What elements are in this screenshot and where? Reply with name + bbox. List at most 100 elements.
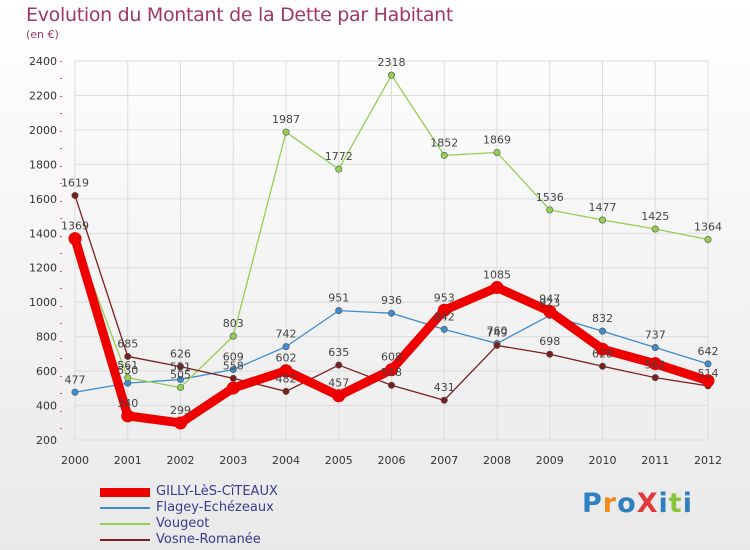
data-label: 1619 xyxy=(61,177,89,190)
data-label: 551 xyxy=(170,361,191,374)
data-point xyxy=(177,376,185,384)
data-label: 1477 xyxy=(589,201,617,214)
data-point xyxy=(596,342,609,356)
data-point xyxy=(387,381,395,389)
x-tick-label: 2001 xyxy=(114,454,142,467)
data-point xyxy=(701,374,715,388)
logo-letter: i xyxy=(658,488,669,519)
data-point xyxy=(651,225,659,233)
logo-letter: i xyxy=(682,488,693,519)
data-label: 561 xyxy=(117,359,138,372)
data-point xyxy=(229,366,237,374)
data-label: 477 xyxy=(65,373,86,386)
x-tick-label: 2003 xyxy=(219,454,247,467)
legend-label-gilly: GILLY-LèS-CîTEAUX xyxy=(156,484,278,499)
y-tick-label: 800 xyxy=(36,331,57,344)
data-point xyxy=(385,363,398,377)
data-label: 936 xyxy=(381,294,402,307)
x-tick-label: 2005 xyxy=(325,454,353,467)
y-tick-label: 600 xyxy=(36,365,57,378)
data-label: 1869 xyxy=(483,133,511,146)
data-label: 1772 xyxy=(325,150,353,163)
data-point xyxy=(335,165,343,173)
legend-label-vosne: Vosne-Romanée xyxy=(156,532,261,547)
y-tick-label: 2000 xyxy=(29,124,57,137)
logo-letter: t xyxy=(668,488,683,519)
x-tick-label: 2008 xyxy=(483,454,511,467)
x-tick-label: 2006 xyxy=(378,454,406,467)
y-tick-label: 1200 xyxy=(29,262,57,275)
data-point xyxy=(648,357,662,371)
data-label: 562 xyxy=(645,359,666,372)
data-label: 842 xyxy=(434,310,455,323)
data-point xyxy=(71,192,79,200)
data-label: 832 xyxy=(592,312,613,325)
data-point xyxy=(279,364,293,378)
data-label: 558 xyxy=(223,359,244,372)
data-point xyxy=(440,151,448,159)
data-point xyxy=(387,309,395,317)
y-tick-label: 1600 xyxy=(29,193,57,206)
x-tick-label: 2012 xyxy=(694,454,722,467)
data-point xyxy=(493,341,501,349)
data-point xyxy=(174,416,187,430)
data-point xyxy=(437,303,451,317)
data-label: 340 xyxy=(117,397,138,410)
data-label: 760 xyxy=(487,325,508,338)
x-tick-label: 2009 xyxy=(536,454,564,467)
data-label: 628 xyxy=(592,347,613,360)
data-label: 923 xyxy=(539,296,560,309)
data-point xyxy=(335,307,343,315)
data-label: 953 xyxy=(434,291,455,304)
y-tick-label: 2400 xyxy=(29,55,57,68)
data-point xyxy=(177,363,185,371)
data-point xyxy=(387,71,395,79)
data-label: 947 xyxy=(539,292,560,305)
data-label: 1536 xyxy=(536,191,564,204)
data-label: 431 xyxy=(434,381,455,394)
data-label: 642 xyxy=(698,345,719,358)
x-tick-label: 2007 xyxy=(430,454,458,467)
data-point xyxy=(440,396,448,404)
y-tick-label: 200 xyxy=(36,434,57,447)
data-label: 951 xyxy=(328,292,349,305)
data-point xyxy=(124,352,132,360)
data-point xyxy=(598,216,606,224)
data-point xyxy=(704,360,712,368)
legend-label-flagey: Flagey-Echézeaux xyxy=(156,500,274,515)
data-label: 518 xyxy=(381,366,402,379)
data-point xyxy=(177,383,185,391)
data-point xyxy=(282,387,290,395)
data-point xyxy=(598,362,606,370)
legend-swatch-vougeot xyxy=(100,523,150,525)
data-label: 1987 xyxy=(272,113,300,126)
data-label: 482 xyxy=(276,372,297,385)
data-label: 803 xyxy=(223,317,244,330)
y-tick-label: 1400 xyxy=(29,227,57,240)
legend-swatch-flagey xyxy=(100,507,150,509)
data-point xyxy=(546,206,554,214)
data-point xyxy=(282,128,290,136)
data-label: 1085 xyxy=(483,269,511,282)
logo-letter: o xyxy=(617,488,637,519)
data-point xyxy=(282,343,290,351)
data-label: 1425 xyxy=(641,210,669,223)
x-tick-label: 2002 xyxy=(167,454,195,467)
data-label: 505 xyxy=(170,368,191,381)
data-label: 299 xyxy=(170,404,191,417)
data-label: 1369 xyxy=(61,220,89,233)
y-tick-label: 400 xyxy=(36,400,57,413)
data-label: 626 xyxy=(170,348,191,361)
data-point xyxy=(490,281,504,295)
logo-letter: r xyxy=(602,488,618,519)
data-point xyxy=(493,148,501,156)
chart-title: Evolution du Montant de la Dette par Hab… xyxy=(26,4,454,26)
data-label: 635 xyxy=(328,346,349,359)
data-label: 457 xyxy=(328,377,349,390)
data-label: 602 xyxy=(276,352,297,365)
data-label: 698 xyxy=(539,335,560,348)
data-label: 608 xyxy=(381,351,402,364)
data-point xyxy=(124,374,132,382)
legend-swatch-vosne xyxy=(100,539,150,541)
